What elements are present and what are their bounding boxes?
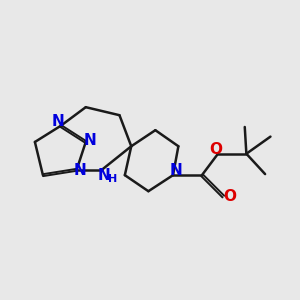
Text: O: O bbox=[209, 142, 222, 157]
Text: O: O bbox=[223, 189, 236, 204]
Text: N: N bbox=[169, 163, 182, 178]
Text: N: N bbox=[52, 114, 65, 129]
Text: N: N bbox=[98, 168, 110, 183]
Text: N: N bbox=[74, 164, 87, 178]
Text: N: N bbox=[84, 133, 96, 148]
Text: H: H bbox=[108, 174, 118, 184]
